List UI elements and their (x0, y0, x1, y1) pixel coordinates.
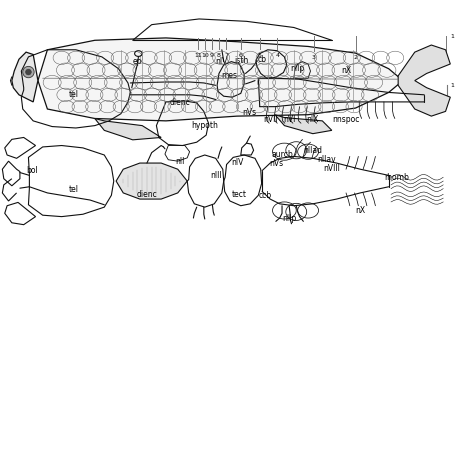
Text: hypoth: hypoth (191, 121, 218, 130)
Text: nVII: nVII (263, 115, 277, 124)
Text: mes: mes (221, 72, 237, 80)
Text: 7: 7 (224, 53, 228, 58)
Text: 3: 3 (312, 55, 316, 60)
Text: aurcb: aurcb (271, 151, 293, 159)
Text: nIV: nIV (231, 158, 243, 166)
Text: 10: 10 (201, 53, 209, 58)
Text: dienc: dienc (170, 99, 191, 107)
Text: nIIad: nIIad (303, 146, 322, 155)
Text: nIIp: nIIp (282, 214, 296, 222)
Circle shape (26, 69, 31, 75)
Polygon shape (12, 52, 38, 102)
Text: isth: isth (235, 56, 249, 65)
Text: 1: 1 (450, 34, 454, 39)
Text: ep: ep (133, 57, 142, 66)
Text: nIIav: nIIav (318, 155, 337, 164)
Text: rhomb: rhomb (384, 173, 409, 182)
Text: 8: 8 (217, 53, 221, 58)
Text: 11: 11 (194, 53, 202, 58)
Text: cb: cb (258, 55, 266, 64)
Text: 4: 4 (275, 53, 279, 58)
Polygon shape (275, 115, 332, 134)
Polygon shape (116, 163, 187, 199)
Text: tel: tel (68, 91, 79, 99)
Text: nIII: nIII (210, 171, 221, 180)
Text: tect: tect (232, 190, 247, 199)
Text: nX: nX (341, 66, 351, 74)
Text: nVs: nVs (269, 159, 283, 168)
Text: nVI: nVI (283, 115, 295, 124)
Text: nIX: nIX (307, 115, 319, 124)
Circle shape (23, 66, 34, 78)
Polygon shape (398, 45, 450, 116)
Text: nII: nII (175, 157, 185, 165)
Text: bol: bol (26, 166, 38, 175)
Text: nIIp: nIIp (291, 64, 305, 73)
Polygon shape (38, 38, 403, 121)
Text: ccb: ccb (259, 191, 272, 200)
Text: nVs: nVs (242, 109, 256, 117)
Text: nVIII: nVIII (323, 164, 340, 173)
Text: 6: 6 (239, 53, 243, 58)
Text: 1: 1 (450, 83, 454, 88)
Text: 5: 5 (258, 53, 262, 58)
Text: nnspoc: nnspoc (332, 115, 360, 124)
Text: dienc: dienc (137, 190, 157, 199)
Text: nIV: nIV (216, 57, 228, 66)
Text: tel: tel (68, 185, 79, 194)
Polygon shape (95, 118, 161, 140)
Text: nX: nX (355, 207, 365, 215)
Text: 9: 9 (210, 53, 214, 58)
Text: 2: 2 (354, 55, 357, 60)
